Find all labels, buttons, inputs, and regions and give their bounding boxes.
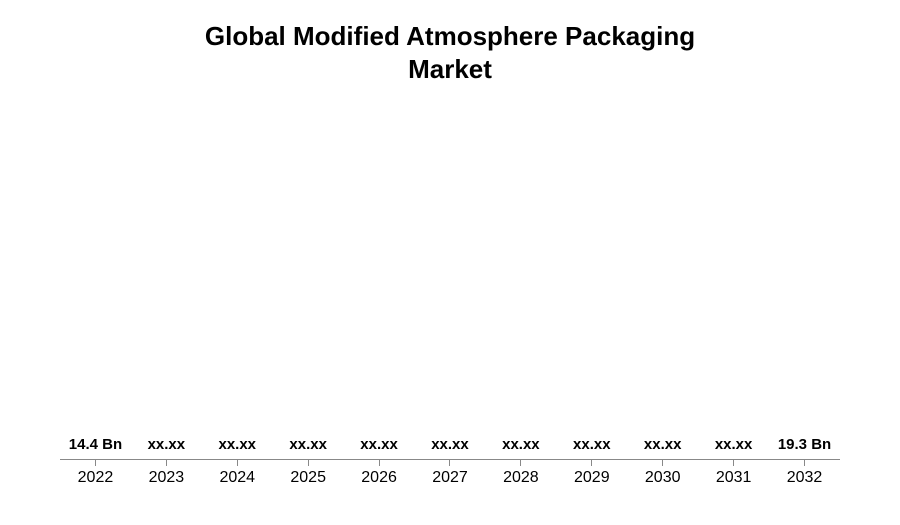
bar-value-label: xx.xx [289,436,327,453]
plot-region: 14.4 Bn xx.xx xx.xx xx.xx xx.xx xx.xx xx.xx xx.… [60,115,840,460]
bar-value-label: xx.xx [644,436,682,453]
x-axis-label: 2032 [769,469,840,487]
title-line-1: Global Modified Atmosphere Packaging [205,21,695,51]
x-axis-label: 2022 [60,469,131,487]
bar-group: xx.xx [344,436,415,459]
x-axis-label: 2023 [131,469,202,487]
x-axis-label: 2025 [273,469,344,487]
bar-group: xx.xx [415,436,486,459]
bar-value-label: xx.xx [502,436,540,453]
bars-row: 14.4 Bn xx.xx xx.xx xx.xx xx.xx xx.xx xx.xx xx.… [60,115,840,459]
x-axis-label: 2028 [485,469,556,487]
bar-group: xx.xx [202,436,273,459]
bar-group: xx.xx [556,436,627,459]
bar-value-label: xx.xx [715,436,753,453]
bar-group: 19.3 Bn [769,436,840,459]
x-axis-label: 2027 [415,469,486,487]
x-axis: 2022202320242025202620272028202920302031… [60,460,840,495]
bar-group: xx.xx [485,436,556,459]
bar-value-label: xx.xx [218,436,256,453]
bar-group: xx.xx [698,436,769,459]
bar-group: xx.xx [627,436,698,459]
x-axis-label: 2024 [202,469,273,487]
bar-value-label: 19.3 Bn [778,436,831,453]
bar-group: xx.xx [131,436,202,459]
bar-value-label: xx.xx [431,436,469,453]
bar-group: 14.4 Bn [60,436,131,459]
chart-plot-area: 14.4 Bn xx.xx xx.xx xx.xx xx.xx xx.xx xx.xx xx.… [40,115,860,495]
x-axis-label: 2026 [344,469,415,487]
bar-value-label: xx.xx [360,436,398,453]
x-axis-label: 2031 [698,469,769,487]
x-axis-label: 2030 [627,469,698,487]
bar-value-label: xx.xx [573,436,611,453]
bar-value-label: xx.xx [148,436,186,453]
bar-value-label: 14.4 Bn [69,436,122,453]
bar-group: xx.xx [273,436,344,459]
x-axis-label: 2029 [556,469,627,487]
chart-container: Global Modified Atmosphere Packaging Mar… [0,0,900,525]
title-line-2: Market [408,54,492,84]
chart-title: Global Modified Atmosphere Packaging Mar… [40,20,860,85]
